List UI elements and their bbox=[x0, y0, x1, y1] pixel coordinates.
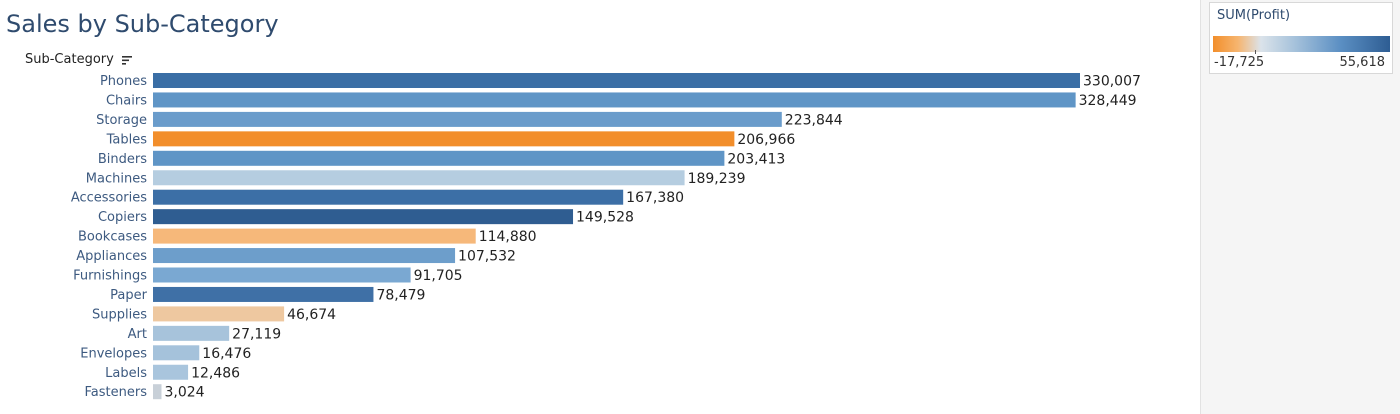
value-label: 206,966 bbox=[737, 132, 795, 148]
value-label: 223,844 bbox=[785, 112, 843, 128]
axis-title-label: Sub-Category bbox=[25, 52, 114, 67]
category-label: Appliances bbox=[76, 249, 147, 264]
bar[interactable] bbox=[153, 384, 162, 400]
category-label: Labels bbox=[105, 366, 147, 381]
category-label: Supplies bbox=[92, 307, 147, 322]
bar[interactable] bbox=[153, 267, 411, 283]
bar-chart: Phones 330,007 Chairs 328,449 Storage 223,844… bbox=[71, 73, 1141, 401]
bar[interactable] bbox=[153, 306, 285, 322]
bar[interactable] bbox=[153, 131, 735, 147]
bar[interactable] bbox=[153, 92, 1076, 108]
value-label: 167,380 bbox=[626, 190, 684, 206]
bar[interactable] bbox=[153, 111, 782, 127]
legend-min-label: -17,725 bbox=[1214, 55, 1265, 70]
category-label: Furnishings bbox=[73, 269, 147, 284]
bar[interactable] bbox=[153, 189, 624, 205]
bar[interactable] bbox=[153, 364, 189, 380]
value-label: 27,119 bbox=[232, 326, 281, 342]
bar[interactable] bbox=[153, 286, 374, 302]
bar[interactable] bbox=[153, 228, 476, 244]
bar[interactable] bbox=[153, 345, 200, 361]
value-label: 91,705 bbox=[414, 268, 463, 284]
category-label: Machines bbox=[86, 171, 147, 186]
legend-title: SUM(Profit) bbox=[1217, 8, 1291, 23]
axis-title: Sub-Category bbox=[25, 52, 133, 67]
bar[interactable] bbox=[153, 170, 685, 186]
color-legend[interactable]: SUM(Profit) -17,725 55,618 bbox=[1209, 2, 1393, 74]
value-label: 203,413 bbox=[727, 151, 785, 167]
legend-zero-tick bbox=[1255, 50, 1256, 54]
value-label: 16,476 bbox=[202, 346, 251, 362]
value-label: 12,486 bbox=[191, 365, 240, 381]
category-label: Chairs bbox=[106, 93, 147, 108]
sort-descending-icon[interactable] bbox=[121, 54, 133, 66]
category-label: Phones bbox=[100, 74, 147, 89]
bar[interactable] bbox=[153, 209, 574, 225]
value-label: 78,479 bbox=[376, 287, 425, 303]
value-label: 114,880 bbox=[479, 229, 537, 245]
category-label: Tables bbox=[106, 132, 148, 147]
legend-gradient-bar bbox=[1213, 36, 1390, 52]
category-label: Accessories bbox=[71, 191, 147, 206]
category-label: Envelopes bbox=[80, 346, 147, 361]
bar[interactable] bbox=[153, 150, 725, 166]
category-label: Copiers bbox=[98, 210, 147, 225]
category-label: Art bbox=[128, 327, 147, 342]
bar[interactable] bbox=[153, 73, 1080, 88]
legend-panel: SUM(Profit) -17,725 55,618 bbox=[1200, 0, 1400, 414]
value-label: 107,532 bbox=[458, 249, 516, 265]
value-label: 149,528 bbox=[576, 210, 634, 226]
value-label: 3,024 bbox=[164, 385, 204, 401]
value-label: 46,674 bbox=[287, 307, 336, 323]
category-label: Paper bbox=[110, 288, 147, 303]
bar[interactable] bbox=[153, 325, 230, 341]
value-label: 189,239 bbox=[688, 171, 746, 187]
value-label: 330,007 bbox=[1083, 74, 1141, 90]
category-label: Storage bbox=[96, 113, 147, 128]
legend-max-label: 55,618 bbox=[1339, 55, 1386, 70]
category-label: Bookcases bbox=[78, 230, 147, 245]
category-label: Fasteners bbox=[85, 385, 148, 400]
chart-title: Sales by Sub-Category bbox=[6, 10, 279, 38]
bar[interactable] bbox=[153, 248, 456, 264]
category-label: Binders bbox=[98, 152, 147, 167]
value-label: 328,449 bbox=[1079, 93, 1137, 109]
